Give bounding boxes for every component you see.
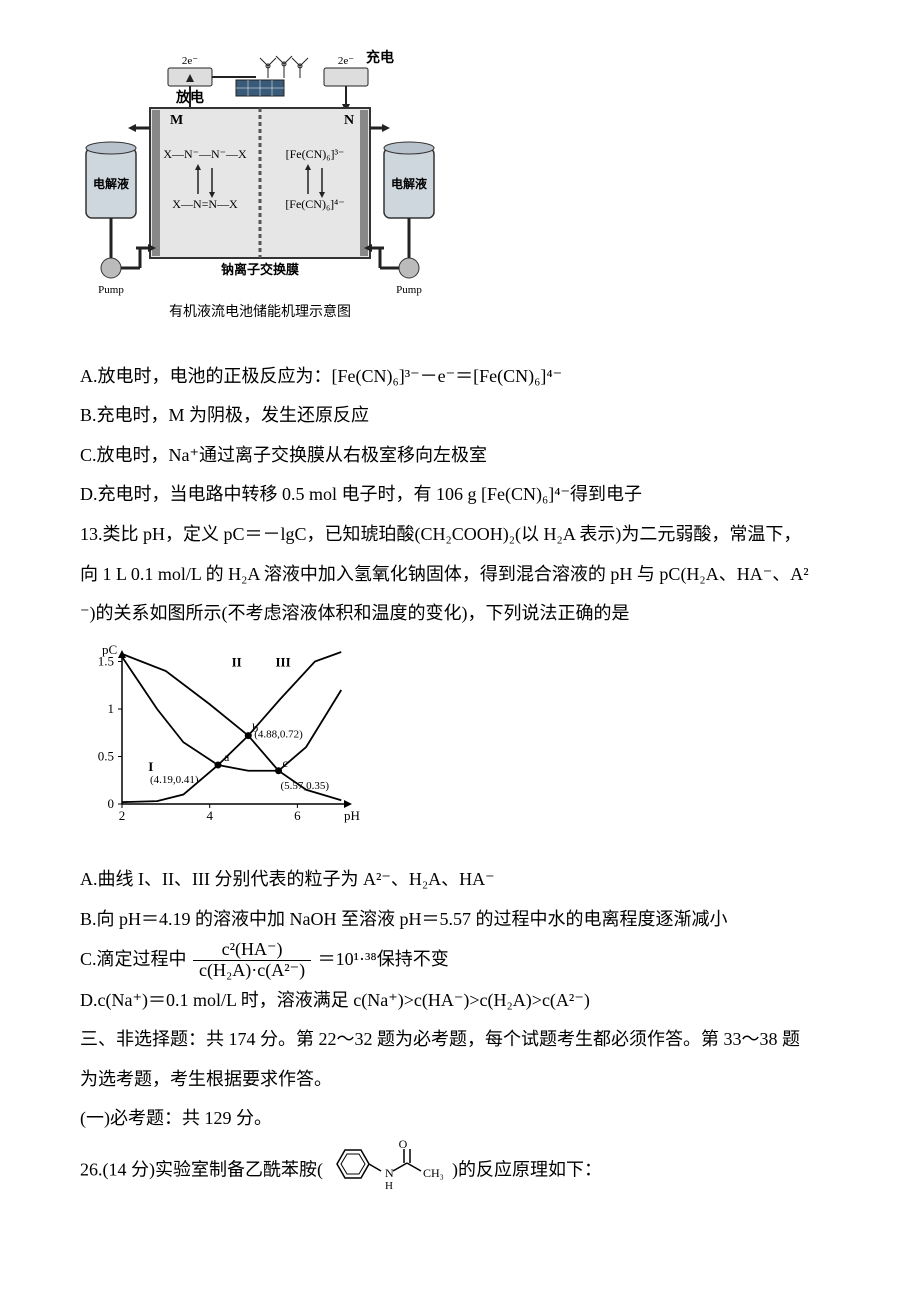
option-A: A.放电时，电池的正极反应为：[Fe(CN)₆]³⁻－e⁻＝[Fe(CN)₆]⁴… [80, 357, 840, 397]
q13-option-C: C.滴定过程中 c²(HA⁻) c(H₂A)·c(A²⁻) ＝10¹·³⁸保持不… [80, 940, 840, 981]
q13-option-A: A.曲线 I、II、III 分别代表的粒子为 A²⁻、H₂A、HA⁻ [80, 860, 840, 900]
svg-text:6: 6 [294, 808, 301, 823]
charge-label: 充电 [366, 49, 394, 66]
svg-text:c: c [283, 756, 288, 770]
svg-text:(5.57,0.35): (5.57,0.35) [281, 780, 330, 792]
pump-right: Pump [396, 284, 422, 296]
option-C: C.放电时，Na⁺通过离子交换膜从右极室移向左极室 [80, 436, 840, 476]
svg-text:0.5: 0.5 [98, 748, 114, 763]
option-B: B.充电时，M 为阴极，发生还原反应 [80, 396, 840, 436]
svg-text:pC: pC [102, 642, 117, 657]
svg-text:4: 4 [206, 808, 213, 823]
mol-O: O [399, 1139, 408, 1151]
discharge-label: 放电 [175, 89, 204, 106]
pump-left: Pump [98, 284, 124, 296]
electrode-M: M [170, 113, 183, 128]
fraction-numerator: c²(HA⁻) [193, 940, 311, 961]
q26-line: 26.(14 分)实验室制备乙酰苯胺( N H O CH₃ )的反应原理如下： [80, 1139, 840, 1204]
left-species-bot: X—N=N—X [172, 197, 238, 211]
electrode-N: N [344, 113, 354, 128]
svg-text:III: III [275, 654, 290, 669]
membrane-label: 钠离子交换膜 [221, 262, 299, 277]
pc-ph-svg: 24600.511.5pCpHIIIIIIa(4.19,0.41)b(4.88,… [80, 642, 360, 832]
pc-ph-chart: 24600.511.5pCpHIIIIIIa(4.19,0.41)b(4.88,… [80, 642, 840, 847]
section3-line3: (一)必考题：共 129 分。 [80, 1099, 840, 1139]
svg-text:(4.88,0.72): (4.88,0.72) [254, 728, 303, 740]
svg-text:II: II [232, 654, 242, 669]
option-D: D.充电时，当电路中转移 0.5 mol 电子时，有 106 g [Fe(CN)… [80, 475, 840, 515]
flow-battery-figure: 2e⁻ 2e⁻ 充电 放电 M N X—N⁻—N [80, 48, 840, 343]
svg-text:1: 1 [108, 701, 115, 716]
left-species-top: X—N⁻—N⁻—X [163, 147, 247, 161]
mol-CH3: CH₃ [423, 1166, 444, 1180]
figure1-caption: 有机液流电池储能机理示意图 [169, 303, 351, 320]
svg-text:2: 2 [119, 808, 126, 823]
q13-line2: 向 1 L 0.1 mol/L 的 H₂A 溶液中加入氢氧化钠固体，得到混合溶液… [80, 555, 840, 595]
q13-option-B: B.向 pH＝4.19 的溶液中加 NaOH 至溶液 pH＝5.57 的过程中水… [80, 900, 840, 940]
fraction-denominator: c(H₂A)·c(A²⁻) [193, 961, 311, 981]
q13-line1: 13.类比 pH，定义 pC＝－lgC，已知琥珀酸(CH₂COOH)₂(以 H₂… [80, 515, 840, 555]
q26-suffix: )的反应原理如下： [452, 1160, 602, 1180]
q13-option-D: D.c(Na⁺)＝0.1 mol/L 时，溶液满足 c(Na⁺)>c(HA⁻)>… [80, 981, 840, 1021]
mol-H: H [385, 1180, 393, 1189]
electrolyte-left: 电解液 [93, 176, 129, 191]
q26-prefix: 26.(14 分)实验室制备乙酰苯胺( [80, 1160, 323, 1180]
section3-line2: 为选考题，考生根据要求作答。 [80, 1060, 840, 1100]
q13C-suffix: ＝10¹·³⁸保持不变 [318, 949, 449, 969]
electron-label-right: 2e⁻ [338, 55, 354, 67]
svg-text:(4.19,0.41): (4.19,0.41) [150, 774, 199, 786]
electron-label-left: 2e⁻ [182, 55, 198, 67]
svg-text:0: 0 [108, 796, 115, 811]
svg-text:a: a [224, 750, 230, 764]
right-species-top: [Fe(CN)₆]³⁻ [286, 147, 345, 161]
svg-text:pH: pH [344, 808, 360, 823]
mol-N: N [385, 1166, 394, 1180]
q13-line3: ⁻)的关系如图所示(不考虑溶液体积和温度的变化)，下列说法正确的是 [80, 594, 840, 634]
section3-line1: 三、非选择题：共 174 分。第 22～32 题为必考题，每个试题考生都必须作答… [80, 1020, 840, 1060]
acetanilide-structure: N H O CH₃ [327, 1139, 447, 1204]
svg-text:I: I [148, 759, 153, 774]
fraction: c²(HA⁻) c(H₂A)·c(A²⁻) [193, 940, 311, 981]
right-species-bot: [Fe(CN)₆]⁴⁻ [285, 197, 344, 211]
flow-battery-svg: 2e⁻ 2e⁻ 充电 放电 M N X—N⁻—N [80, 48, 440, 328]
electrolyte-right: 电解液 [391, 176, 427, 191]
q13C-prefix: C.滴定过程中 [80, 949, 187, 969]
